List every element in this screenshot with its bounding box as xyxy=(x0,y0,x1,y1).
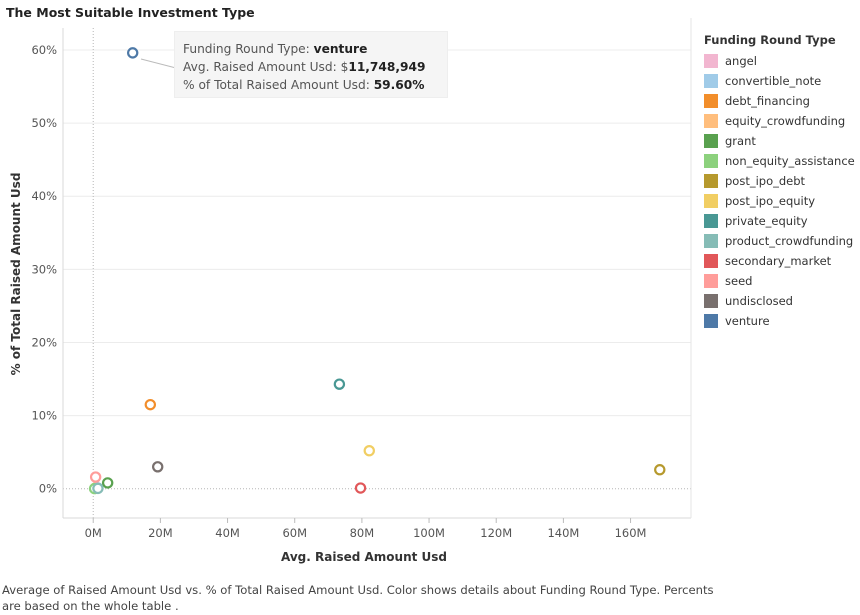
axes xyxy=(62,18,692,523)
point-secondary-market[interactable] xyxy=(354,482,367,494)
legend-label: seed xyxy=(725,274,753,288)
point-post-ipo-debt[interactable] xyxy=(654,464,666,476)
y-tick-label: 10% xyxy=(31,409,57,423)
tooltip-value-3: 59.60% xyxy=(373,78,425,92)
legend-item-private-equity[interactable]: private_equity xyxy=(704,211,858,231)
legend-label: equity_crowdfunding xyxy=(725,114,846,128)
legend-label: convertible_note xyxy=(725,74,822,88)
legend-swatch xyxy=(704,74,718,88)
legend-item-angel[interactable]: angel xyxy=(704,51,858,71)
legend-item-grant[interactable]: grant xyxy=(704,131,858,151)
y-tick-label: 60% xyxy=(31,43,57,57)
tooltip-value-2: 11,748,949 xyxy=(348,60,426,74)
legend: Funding Round Type angel convertible_note… xyxy=(704,33,858,331)
tooltip-label-1: Funding Round Type: xyxy=(183,42,310,56)
legend-label: secondary_market xyxy=(725,254,832,268)
x-tick-label: 160M xyxy=(615,526,647,540)
y-axis-label: % of Total Raised Amount Usd xyxy=(9,173,23,376)
legend-label: post_ipo_debt xyxy=(725,174,806,188)
tooltip-line-2: Avg. Raised Amount Usd: $11,748,949 xyxy=(183,58,447,76)
legend-swatch xyxy=(704,234,718,248)
chart-title: The Most Suitable Investment Type xyxy=(6,5,255,20)
x-tick-label: 20M xyxy=(148,526,173,540)
x-tick-label: 140M xyxy=(547,526,579,540)
legend-item-seed[interactable]: seed xyxy=(704,271,858,291)
legend-swatch xyxy=(704,254,718,268)
legend-swatch xyxy=(704,274,718,288)
legend-swatch xyxy=(704,294,718,308)
point-private-equity[interactable] xyxy=(333,378,346,390)
legend-item-non-equity-assistance[interactable]: non_equity_assistance xyxy=(704,151,858,171)
legend-swatch xyxy=(704,194,718,208)
legend-label: angel xyxy=(725,54,757,68)
legend-item-product-crowdfunding[interactable]: product_crowdfunding xyxy=(704,231,858,251)
tooltip-label-2: Avg. Raised Amount Usd: $ xyxy=(183,60,349,74)
legend-label: non_equity_assistance xyxy=(725,154,855,168)
point-debt-financing[interactable] xyxy=(144,398,157,411)
scatter-chart: 0% 10% 20% 30% 40% 50% 60% 0M 20M 40M 60M 80M 100M 12… xyxy=(9,18,692,564)
point-venture[interactable] xyxy=(126,47,139,59)
legend-swatch xyxy=(704,114,718,128)
tooltip-value-1: venture xyxy=(313,42,368,56)
caption-line-2: are based on the whole table . xyxy=(2,599,179,613)
tooltip-line-3: % of Total Raised Amount Usd: 59.60% xyxy=(183,76,447,94)
tooltip: Funding Round Type: venture Avg. Raised … xyxy=(174,31,448,98)
x-tick-label: 40M xyxy=(215,526,240,540)
tooltip-line-1: Funding Round Type: venture xyxy=(183,40,447,58)
legend-swatch xyxy=(704,214,718,228)
data-points xyxy=(88,47,666,495)
chart-caption: Average of Raised Amount Usd vs. % of To… xyxy=(2,582,742,614)
point-undisclosed[interactable] xyxy=(152,461,164,473)
gridlines xyxy=(63,49,691,417)
legend-item-convertible-note[interactable]: convertible_note xyxy=(704,71,858,91)
x-tick-label: 120M xyxy=(480,526,512,540)
legend-label: post_ipo_equity xyxy=(725,194,816,208)
x-tick-label: 100M xyxy=(413,526,445,540)
legend-title: Funding Round Type xyxy=(704,33,836,47)
legend-label: product_crowdfunding xyxy=(725,234,854,248)
legend-item-debt-financing[interactable]: debt_financing xyxy=(704,91,858,111)
legend-item-undisclosed[interactable]: undisclosed xyxy=(704,291,858,311)
legend-item-equity-crowdfunding[interactable]: equity_crowdfunding xyxy=(704,111,858,131)
legend-swatch xyxy=(704,314,718,328)
y-tick-label: 20% xyxy=(31,335,57,349)
legend-item-venture[interactable]: venture xyxy=(704,311,858,331)
x-tick-label: 60M xyxy=(282,526,307,540)
legend-swatch xyxy=(704,154,718,168)
y-tick-label: 30% xyxy=(31,262,57,276)
point-product-crowdfunding[interactable] xyxy=(92,482,104,495)
legend-label: private_equity xyxy=(725,214,808,228)
x-tick-label: 80M xyxy=(350,526,375,540)
legend-item-post-ipo-debt[interactable]: post_ipo_debt xyxy=(704,171,858,191)
legend-item-secondary-market[interactable]: secondary_market xyxy=(704,251,858,271)
legend-item-post-ipo-equity[interactable]: post_ipo_equity xyxy=(704,191,858,211)
legend-swatch xyxy=(704,54,718,68)
y-tick-label: 0% xyxy=(39,482,57,496)
legend-swatch xyxy=(704,134,718,148)
legend-swatch xyxy=(704,94,718,108)
point-seed[interactable] xyxy=(89,471,102,483)
y-tick-label: 40% xyxy=(31,189,57,203)
point-grant[interactable] xyxy=(101,477,114,489)
legend-label: debt_financing xyxy=(725,94,810,108)
legend-label: undisclosed xyxy=(725,294,793,308)
tooltip-label-3: % of Total Raised Amount Usd: xyxy=(183,78,370,92)
legend-label: grant xyxy=(725,134,756,148)
x-tick-label: 0M xyxy=(85,526,102,540)
tick-labels: 0% 10% 20% 30% 40% 50% 60% 0M 20M 40M 60M 80M 100M 12… xyxy=(31,43,646,540)
tooltip-leader xyxy=(140,58,177,69)
y-tick-label: 50% xyxy=(31,116,57,130)
x-axis-label: Avg. Raised Amount Usd xyxy=(281,550,447,564)
point-post-ipo-equity[interactable] xyxy=(363,445,375,457)
caption-line-1: Average of Raised Amount Usd vs. % of To… xyxy=(2,583,714,597)
legend-label: venture xyxy=(725,314,770,328)
legend-swatch xyxy=(704,174,718,188)
